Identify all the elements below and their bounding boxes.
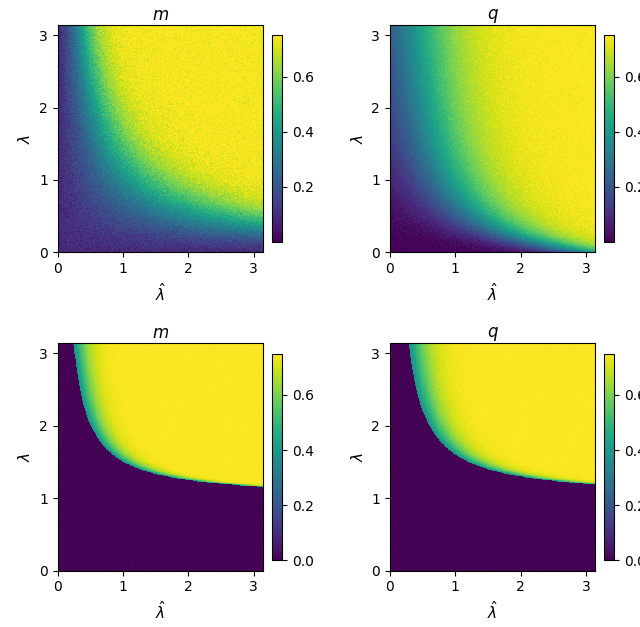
Title: $m$: $m$ (152, 324, 169, 342)
Title: $q$: $q$ (486, 7, 499, 25)
X-axis label: $\hat{\lambda}$: $\hat{\lambda}$ (155, 282, 166, 303)
Y-axis label: $\lambda$: $\lambda$ (349, 452, 365, 462)
Title: $q$: $q$ (486, 325, 499, 343)
Y-axis label: $\lambda$: $\lambda$ (17, 452, 33, 462)
Y-axis label: $\lambda$: $\lambda$ (349, 134, 365, 144)
Y-axis label: $\lambda$: $\lambda$ (17, 134, 33, 144)
X-axis label: $\hat{\lambda}$: $\hat{\lambda}$ (155, 600, 166, 622)
Title: $m$: $m$ (152, 6, 169, 24)
X-axis label: $\hat{\lambda}$: $\hat{\lambda}$ (487, 282, 498, 303)
X-axis label: $\hat{\lambda}$: $\hat{\lambda}$ (487, 600, 498, 622)
